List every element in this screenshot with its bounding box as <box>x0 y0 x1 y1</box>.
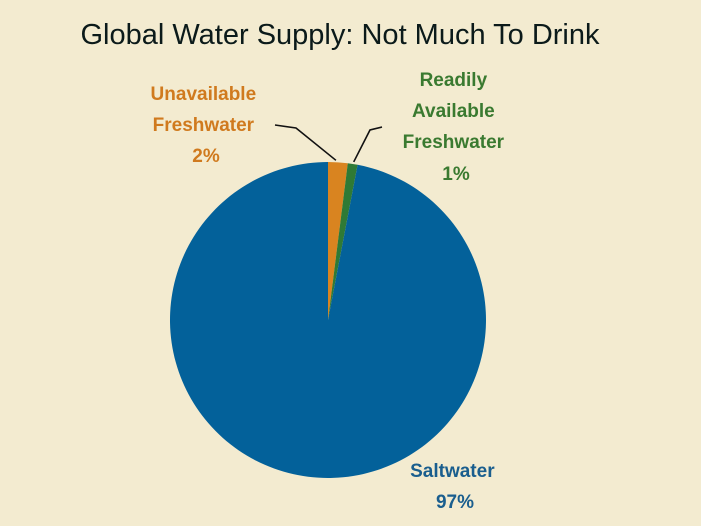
slice-label-readily-available-freshwater: Readily Available Freshwater 1% <box>403 70 510 185</box>
slice-unavailable-freshwater <box>328 162 348 320</box>
leader-line-unavailable <box>274 124 337 161</box>
slice-label-line: Unavailable <box>151 84 257 105</box>
slice-label-saltwater: Saltwater 97% <box>410 461 500 513</box>
leader-line-readily-available <box>353 126 383 163</box>
slice-label-line: Freshwater <box>153 115 255 136</box>
slice-saltwater <box>169 161 486 479</box>
slice-label-line: Available <box>412 101 495 122</box>
slice-value: 1% <box>442 164 470 185</box>
slice-label-line: Saltwater <box>410 461 495 482</box>
slice-label-line: Freshwater <box>403 132 505 153</box>
slice-label-unavailable-freshwater: Unavailable Freshwater 2% <box>151 84 262 167</box>
slice-value: 2% <box>192 146 220 167</box>
slice-readily-available-freshwater <box>328 163 358 320</box>
pie-slices <box>169 161 486 479</box>
slice-label-line: Readily <box>420 70 488 91</box>
leader-lines <box>274 124 383 163</box>
slice-value: 97% <box>436 492 474 513</box>
chart-title: Global Water Supply: Not Much To Drink <box>81 19 600 51</box>
